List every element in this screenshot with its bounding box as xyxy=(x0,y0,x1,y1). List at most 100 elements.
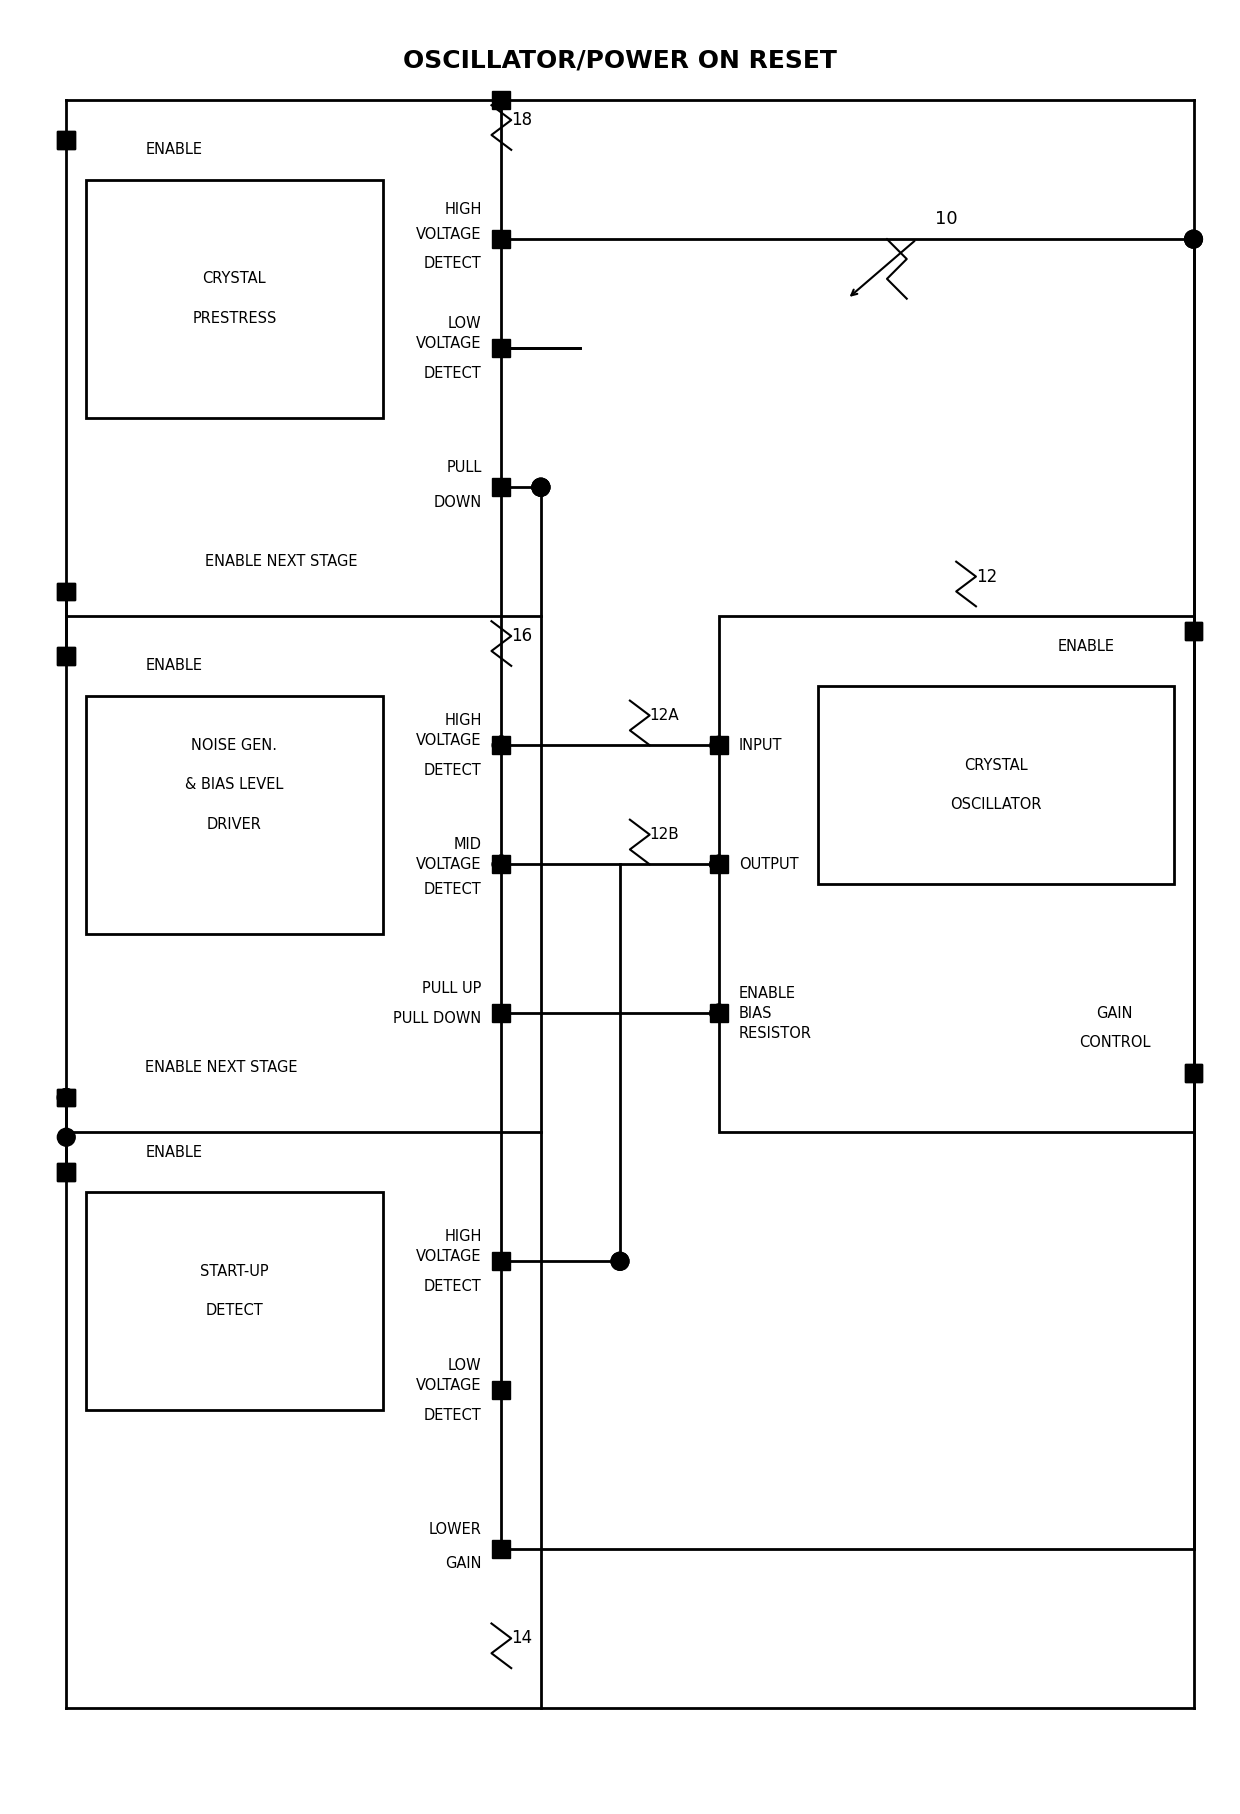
Bar xyxy=(492,230,510,249)
Text: VOLTAGE: VOLTAGE xyxy=(417,227,481,241)
Text: & BIAS LEVEL: & BIAS LEVEL xyxy=(185,778,284,793)
Bar xyxy=(492,856,510,873)
Bar xyxy=(57,582,76,600)
Text: 10: 10 xyxy=(935,210,957,229)
Bar xyxy=(57,582,76,600)
Bar xyxy=(817,686,1174,883)
Text: 12: 12 xyxy=(976,568,997,586)
Text: HIGH: HIGH xyxy=(444,1228,481,1244)
Circle shape xyxy=(711,1005,728,1021)
Bar xyxy=(57,648,76,666)
Text: DETECT: DETECT xyxy=(424,882,481,896)
Text: PULL: PULL xyxy=(446,461,481,475)
Text: DETECT: DETECT xyxy=(424,256,481,272)
Text: MID: MID xyxy=(454,836,481,853)
Text: LOW: LOW xyxy=(448,316,481,330)
Text: VOLTAGE: VOLTAGE xyxy=(417,336,481,350)
Text: ENABLE NEXT STAGE: ENABLE NEXT STAGE xyxy=(145,1059,298,1076)
Text: HIGH: HIGH xyxy=(444,201,481,218)
Circle shape xyxy=(1184,230,1203,249)
Circle shape xyxy=(711,736,728,755)
Text: DETECT: DETECT xyxy=(424,762,481,778)
Circle shape xyxy=(611,1252,629,1270)
Text: VOLTAGE: VOLTAGE xyxy=(417,1379,481,1393)
Bar xyxy=(57,1163,76,1181)
Bar xyxy=(711,736,728,755)
Bar xyxy=(1184,1063,1203,1081)
Text: 14: 14 xyxy=(511,1629,532,1647)
Text: DETECT: DETECT xyxy=(206,1304,263,1319)
Bar xyxy=(492,1005,510,1021)
Bar xyxy=(492,736,510,755)
Text: ENABLE: ENABLE xyxy=(145,1145,202,1159)
Text: CRYSTAL: CRYSTAL xyxy=(202,272,267,287)
Text: LOW: LOW xyxy=(448,1359,481,1373)
Text: HIGH: HIGH xyxy=(444,713,481,727)
Bar xyxy=(492,479,510,497)
Bar xyxy=(86,1192,383,1409)
Bar xyxy=(1184,622,1203,640)
Circle shape xyxy=(57,1088,76,1107)
Bar xyxy=(492,91,510,109)
Text: ENABLE: ENABLE xyxy=(1058,639,1115,653)
Bar xyxy=(86,695,383,934)
Bar xyxy=(492,1252,510,1270)
Text: ENABLE: ENABLE xyxy=(739,985,796,1001)
Circle shape xyxy=(492,736,510,755)
Circle shape xyxy=(532,479,549,497)
Circle shape xyxy=(57,1128,76,1146)
Bar xyxy=(1184,1063,1203,1081)
Circle shape xyxy=(492,856,510,873)
Text: 12B: 12B xyxy=(650,827,680,842)
Circle shape xyxy=(532,479,549,497)
Bar xyxy=(86,180,383,417)
Bar xyxy=(57,1088,76,1107)
Text: DETECT: DETECT xyxy=(424,1408,481,1422)
Bar xyxy=(492,1540,510,1558)
Text: RESISTOR: RESISTOR xyxy=(739,1025,812,1041)
Bar xyxy=(57,131,76,149)
Circle shape xyxy=(611,1252,629,1270)
Bar xyxy=(711,856,728,873)
Text: ENABLE NEXT STAGE: ENABLE NEXT STAGE xyxy=(205,553,357,570)
Text: PRESTRESS: PRESTRESS xyxy=(192,310,277,327)
Text: INPUT: INPUT xyxy=(739,738,782,753)
Text: CRYSTAL: CRYSTAL xyxy=(963,758,1028,773)
Text: BIAS: BIAS xyxy=(739,1005,773,1021)
Circle shape xyxy=(492,856,510,873)
Circle shape xyxy=(57,1088,76,1107)
Text: DETECT: DETECT xyxy=(424,366,481,381)
Text: OSCILLATOR/POWER ON RESET: OSCILLATOR/POWER ON RESET xyxy=(403,49,837,73)
Text: START-UP: START-UP xyxy=(200,1264,269,1279)
Bar xyxy=(57,648,76,666)
Circle shape xyxy=(492,856,510,873)
Circle shape xyxy=(532,479,549,497)
Circle shape xyxy=(492,736,510,755)
Circle shape xyxy=(711,856,728,873)
Bar xyxy=(57,1088,76,1107)
Text: DOWN: DOWN xyxy=(433,495,481,510)
Bar xyxy=(492,1380,510,1399)
Bar xyxy=(719,617,1194,1132)
Text: VOLTAGE: VOLTAGE xyxy=(417,733,481,747)
Text: 16: 16 xyxy=(511,628,532,646)
Text: OSCILLATOR: OSCILLATOR xyxy=(950,798,1042,813)
Circle shape xyxy=(711,1005,728,1021)
Text: VOLTAGE: VOLTAGE xyxy=(417,1248,481,1264)
Text: OUTPUT: OUTPUT xyxy=(739,856,799,873)
Circle shape xyxy=(1184,230,1203,249)
Bar xyxy=(57,1163,76,1181)
Text: ENABLE: ENABLE xyxy=(145,658,202,673)
Circle shape xyxy=(492,736,510,755)
Text: DETECT: DETECT xyxy=(424,1279,481,1293)
Text: LOWER: LOWER xyxy=(429,1522,481,1536)
Bar xyxy=(492,339,510,357)
Text: PULL DOWN: PULL DOWN xyxy=(393,1010,481,1025)
Text: CONTROL: CONTROL xyxy=(1079,1036,1151,1050)
Text: DRIVER: DRIVER xyxy=(207,816,262,833)
Text: PULL UP: PULL UP xyxy=(422,981,481,996)
Text: VOLTAGE: VOLTAGE xyxy=(417,856,481,873)
Text: 18: 18 xyxy=(511,111,532,129)
Text: GAIN: GAIN xyxy=(445,1556,481,1571)
Text: NOISE GEN.: NOISE GEN. xyxy=(191,738,278,753)
